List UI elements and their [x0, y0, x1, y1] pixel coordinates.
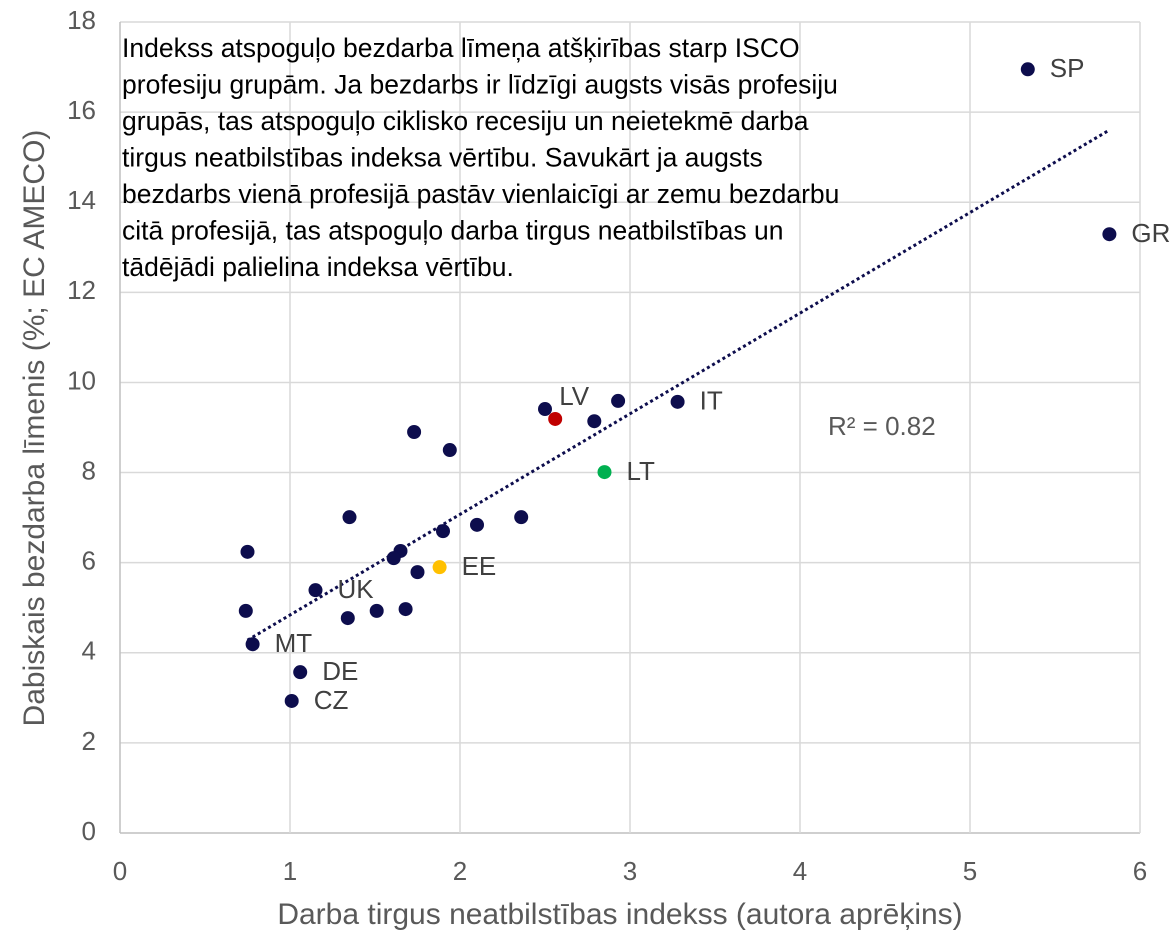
- y-tick-label: 4: [82, 636, 96, 666]
- point-label: DE: [322, 656, 358, 686]
- annotation-line: profesiju grupām. Ja bezdarbs ir līdzīgi…: [122, 70, 838, 100]
- y-tick-label: 18: [67, 5, 96, 35]
- x-tick-label: 5: [963, 856, 977, 886]
- x-tick-label: 3: [623, 856, 637, 886]
- point: [293, 665, 308, 680]
- annotation-line: grupās, tas atspoguļo ciklisko recesiju …: [122, 106, 809, 136]
- point-label: LV: [559, 381, 590, 411]
- point: [436, 524, 450, 539]
- point: [240, 544, 255, 559]
- trendline: [246, 129, 1109, 642]
- point: [410, 565, 425, 580]
- point: [611, 393, 626, 408]
- point: [587, 414, 602, 429]
- x-tick-label: 4: [793, 856, 807, 886]
- x-axis-title: Darba tirgus neatbilstības indekss (auto…: [277, 898, 962, 931]
- point-label: LT: [627, 456, 656, 486]
- point: [1102, 227, 1117, 242]
- r2-label: R² = 0.82: [828, 411, 936, 441]
- point-label: EE: [462, 551, 497, 581]
- point: [238, 603, 253, 618]
- y-tick-label: 10: [67, 365, 96, 395]
- point: [514, 510, 529, 525]
- point: [386, 551, 401, 566]
- point: [538, 402, 552, 417]
- point: [369, 603, 384, 618]
- point: [407, 425, 422, 440]
- point-label: GR: [1131, 218, 1170, 248]
- point: [470, 517, 484, 532]
- y-tick-label: 14: [67, 185, 96, 215]
- y-axis-title: Dabiskais bezdarba līmenis (%; EC AMECO): [18, 130, 51, 727]
- point: [340, 611, 355, 626]
- y-tick-label: 2: [82, 726, 96, 756]
- y-tick-label: 8: [82, 455, 96, 485]
- point: [308, 583, 323, 598]
- x-tick-label: 6: [1133, 856, 1147, 886]
- point: [548, 411, 563, 426]
- point: [597, 465, 612, 480]
- point: [432, 560, 447, 575]
- y-tick-label: 12: [67, 275, 96, 305]
- point-label: SP: [1050, 53, 1085, 83]
- point: [670, 394, 685, 409]
- annotation-line: Indekss atspoguļo bezdarba līmeņa atšķir…: [122, 33, 800, 63]
- point: [342, 510, 357, 525]
- point: [245, 637, 260, 652]
- point-label: UK: [338, 574, 375, 604]
- point-label: CZ: [314, 685, 349, 715]
- point: [1020, 62, 1035, 77]
- x-tick-label: 0: [113, 856, 127, 886]
- y-tick-label: 16: [67, 95, 96, 125]
- point: [398, 602, 413, 617]
- annotation-line: tirgus neatbilstības indeksa vērtību. Sa…: [122, 143, 763, 173]
- point: [284, 693, 299, 708]
- annotation-line: bezdarbs vienā profesijā pastāv vienlaic…: [122, 179, 839, 209]
- point: [442, 443, 457, 458]
- point-label: MT: [275, 628, 313, 658]
- x-tick-label: 2: [453, 856, 467, 886]
- y-tick-label: 0: [82, 816, 96, 846]
- annotation-line: citā profesijā, tas atspoguļo darba tirg…: [122, 216, 783, 246]
- annotation-line: tādējādi palielina indeksa vērtību.: [122, 252, 514, 282]
- x-tick-label: 1: [283, 856, 297, 886]
- y-tick-label: 6: [82, 546, 96, 576]
- point-label: IT: [700, 386, 723, 416]
